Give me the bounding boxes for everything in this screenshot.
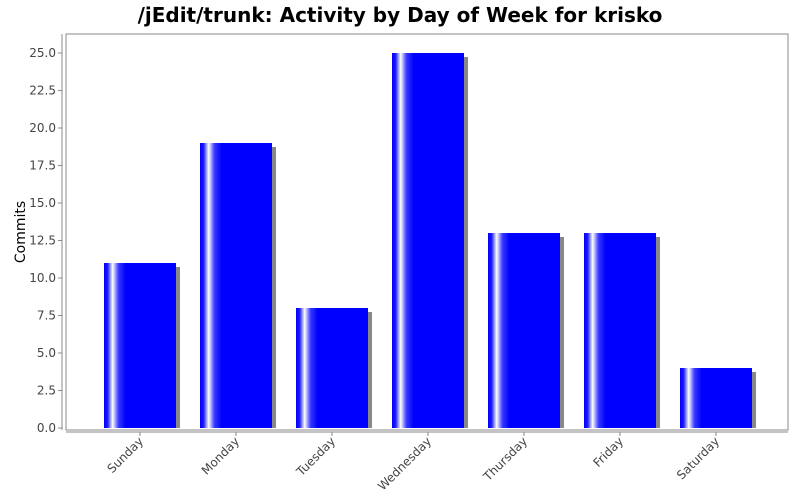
y-axis: 0.0 2.5 5.0 7.5 10.0 12.5 15.0 17.5 20.0 22.5 25.0 — [29, 34, 63, 435]
x-tick-label: Sunday — [104, 434, 146, 476]
bar-saturday — [680, 368, 752, 428]
y-tick-label: 7.5 — [37, 309, 56, 323]
x-tick-label: Tuesday — [293, 434, 338, 479]
bar-thursday — [488, 233, 560, 428]
y-tick-label: 5.0 — [37, 346, 56, 360]
bar-wednesday — [392, 53, 464, 428]
bar-sunday — [104, 263, 176, 428]
y-tick-label: 17.5 — [29, 159, 56, 173]
y-tick-label: 10.0 — [29, 271, 56, 285]
x-tick-label: Thursday — [480, 434, 530, 484]
bars — [104, 53, 756, 428]
bar-monday — [200, 143, 272, 428]
x-tick-label: Monday — [199, 434, 242, 477]
y-tick-label: 0.0 — [37, 421, 56, 435]
y-tick-label: 15.0 — [29, 196, 56, 210]
bar-friday — [584, 233, 656, 428]
x-tick-label: Friday — [591, 434, 627, 470]
chart-title: /jEdit/trunk: Activity by Day of Week fo… — [138, 3, 663, 27]
y-tick-label: 2.5 — [37, 384, 56, 398]
y-tick-label: 25.0 — [29, 46, 56, 60]
bar-tuesday — [296, 308, 368, 428]
x-tick-label: Saturday — [674, 434, 722, 482]
x-axis: Sunday Monday Tuesday Wednesday Thursday Frid… — [66, 431, 788, 493]
y-tick-label: 12.5 — [29, 234, 56, 248]
y-tick-label: 22.5 — [29, 84, 56, 98]
x-tick-label: Wednesday — [375, 434, 434, 493]
y-tick-label: 20.0 — [29, 121, 56, 135]
y-axis-label: Commits — [13, 201, 29, 263]
